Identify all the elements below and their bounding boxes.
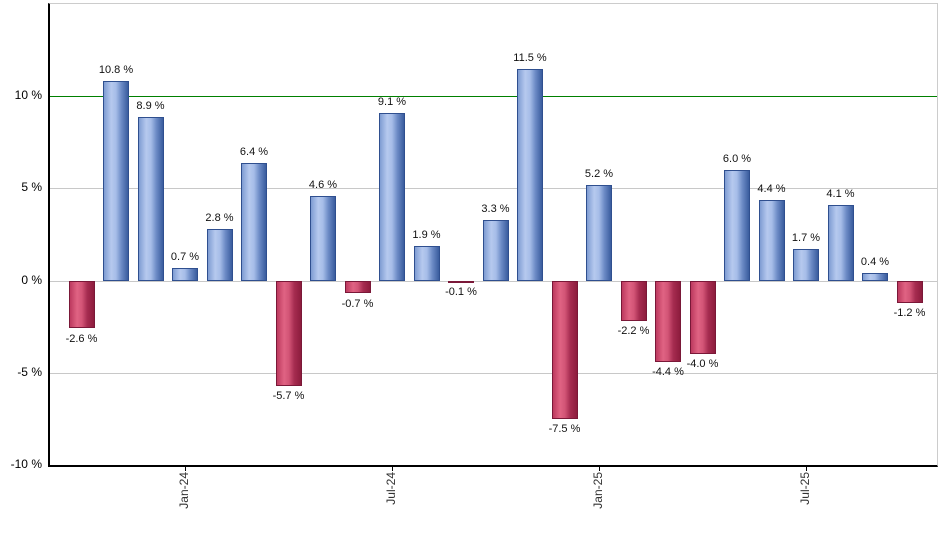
bar-value-label: 11.5 % (513, 51, 547, 64)
gridline--5pct (50, 372, 937, 374)
y-axis-tick-label: 0 % (21, 272, 42, 287)
bar-value-label: 4.4 % (757, 182, 786, 195)
bar-value-label: -5.7 % (272, 389, 305, 402)
bar-4 (172, 267, 198, 281)
bar-12 (448, 280, 474, 283)
x-axis-tick-mark (806, 466, 807, 471)
x-axis-tick-mark (185, 466, 186, 471)
bar-14 (517, 68, 543, 281)
bar-1 (68, 280, 95, 329)
bar-value-label: 6.0 % (722, 153, 752, 165)
bar-10 (379, 112, 405, 281)
bar-value-label: -4.0 % (686, 358, 719, 371)
bar-value-label: 5.2 % (584, 167, 614, 180)
bar-6 (241, 162, 267, 281)
plot-area: -2.6 % 10.8 % 8.9 % 0.7 % 2.8 % 6.4 % -5.7 % 4.… (48, 3, 938, 467)
bar-7 (275, 280, 302, 386)
bar-5 (206, 229, 233, 281)
bar-19 (689, 280, 716, 355)
x-axis-tick-label: Jul-25 (798, 472, 812, 505)
bar-25 (896, 280, 923, 303)
y-axis-tick-label: 5 % (21, 180, 42, 195)
bar-value-label: 3.3 % (481, 202, 510, 215)
x-axis-tick-label: Jan-24 (177, 472, 191, 509)
bar-value-label: 8.9 % (136, 99, 165, 112)
bar-value-label: -0.7 % (341, 297, 374, 310)
bar-value-label: 6.4 % (239, 145, 269, 158)
bar-value-label: 4.6 % (308, 178, 338, 191)
bar-2 (103, 81, 129, 281)
bar-value-label: 0.4 % (860, 256, 890, 269)
bar-22 (793, 249, 819, 281)
reference-line-10pct (50, 96, 937, 98)
bar-17 (620, 280, 647, 322)
bar-21 (758, 199, 785, 281)
bar-16 (586, 184, 612, 281)
bar-value-label: -1.2 % (893, 306, 926, 319)
bar-value-label: 10.8 % (98, 64, 134, 77)
y-axis-tick-label: -5 % (17, 364, 42, 379)
bar-18 (655, 280, 681, 362)
gridline-0pct (50, 280, 937, 282)
bar-8 (310, 195, 336, 281)
bar-value-label: 2.8 % (205, 212, 234, 224)
bar-value-label: -2.2 % (617, 325, 650, 338)
bar-23 (827, 205, 854, 281)
x-axis-tick-label: Jan-25 (591, 472, 605, 509)
x-axis-tick-mark (392, 466, 393, 471)
bar-value-label: 0.7 % (170, 250, 200, 263)
bar-value-label: 4.1 % (826, 188, 855, 200)
bar-value-label: -2.6 % (65, 332, 98, 345)
bar-11 (413, 245, 440, 281)
bar-value-label: 1.7 % (791, 232, 821, 245)
bar-value-label: 9.1 % (377, 95, 407, 108)
bar-20 (724, 170, 750, 281)
bar-value-label: -0.1 % (445, 286, 477, 299)
bar-13 (482, 219, 509, 281)
y-axis-tick-label: -10 % (10, 457, 42, 471)
bar-3 (137, 116, 164, 281)
x-axis-tick-label: Jul-24 (384, 472, 398, 505)
bar-15 (551, 280, 578, 419)
y-axis-tick-label: 10 % (14, 88, 42, 103)
bar-value-label: 1.9 % (412, 228, 441, 241)
bar-24 (862, 273, 888, 281)
x-axis-tick-mark (599, 466, 600, 471)
bar-9 (344, 280, 371, 294)
bar-value-label: -7.5 % (548, 422, 581, 435)
gridline-5pct (50, 188, 937, 190)
bar-value-label: -4.4 % (652, 365, 684, 378)
